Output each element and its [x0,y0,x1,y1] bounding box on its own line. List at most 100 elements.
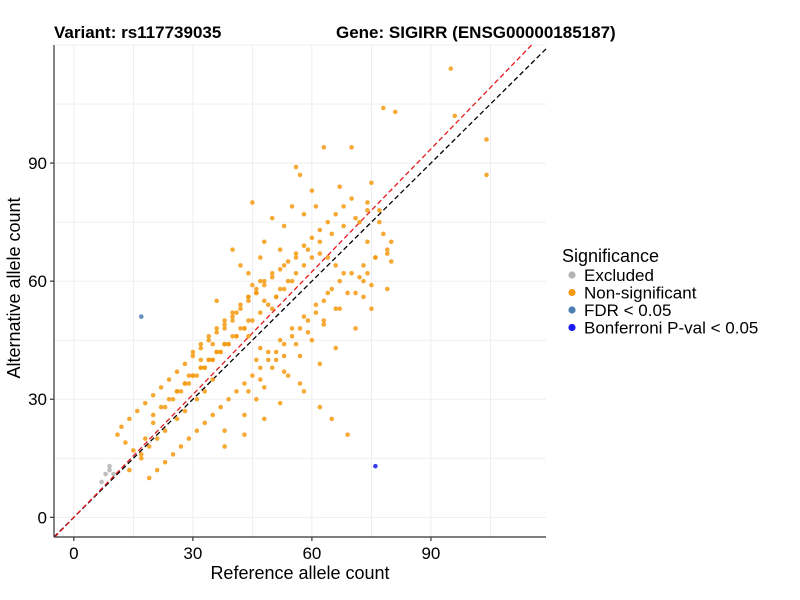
point-non-significant [333,306,339,312]
point-non-significant [246,294,251,300]
point-non-significant [377,208,382,213]
point-non-significant [365,208,370,213]
point-non-significant [337,184,342,189]
y-tick-label: 60 [28,272,47,291]
point-non-significant [333,345,339,351]
point-non-significant [131,448,136,453]
point-non-significant [222,341,227,347]
point-non-significant [305,330,311,335]
point-non-significant [337,278,342,284]
point-non-significant [170,396,176,402]
point-non-significant [127,467,132,473]
point-non-significant [250,318,255,323]
point-non-significant [345,432,350,437]
point-non-significant [210,412,216,418]
point-non-significant [309,188,315,193]
legend-label-non-significant: Non-significant [584,284,697,303]
point-non-significant [317,239,323,245]
point-non-significant [246,389,251,394]
point-non-significant [289,333,295,339]
point-non-significant [242,326,247,331]
point-non-significant [222,428,227,434]
point-non-significant [361,263,366,268]
point-non-significant [329,231,335,237]
point-non-significant [301,263,307,268]
point-non-significant [214,330,219,335]
point-non-significant [341,204,346,209]
legend-key-bonferroni-p-val-0-05 [568,323,576,332]
point-fdr-0-05 [138,314,144,319]
point-non-significant [190,373,196,378]
point-non-significant [325,219,331,225]
point-non-significant [230,333,235,339]
x-tick-label: 60 [302,544,321,563]
point-non-significant [269,215,275,221]
point-non-significant [258,310,263,315]
point-non-significant [154,467,160,473]
legend-label-bonferroni-p-val-0-05: Bonferroni P-val < 0.05 [584,319,758,338]
point-non-significant [150,412,156,418]
reference-lines [53,44,547,538]
point-non-significant [317,227,323,233]
point-non-significant [301,211,307,217]
point-non-significant [273,349,279,355]
point-non-significant [349,270,354,276]
point-non-significant [361,278,366,284]
point-non-significant [230,310,235,315]
point-non-significant [238,302,243,308]
point-non-significant [313,302,319,308]
point-non-significant [222,318,227,323]
point-non-significant [285,259,291,264]
point-non-significant [309,337,315,343]
point-non-significant [377,219,382,225]
point-non-significant [357,274,362,280]
point-non-significant [258,365,263,371]
point-non-significant [142,400,148,406]
point-non-significant [281,353,287,359]
point-non-significant [357,219,362,225]
point-non-significant [250,200,255,205]
point-non-significant [392,109,398,115]
point-non-significant [222,326,227,331]
point-non-significant [242,412,247,418]
point-non-significant [369,282,374,288]
legend-key-fdr-0-05 [568,306,576,314]
point-non-significant [198,357,204,363]
point-non-significant [301,314,307,319]
point-non-significant [202,389,208,394]
point-non-significant [448,66,454,71]
point-non-significant [222,322,227,327]
point-non-significant [281,263,287,268]
point-non-significant [230,247,235,252]
point-non-significant [170,452,176,457]
point-non-significant [309,255,315,260]
point-non-significant [261,239,267,245]
point-non-significant [333,211,339,217]
x-axis-title: Reference allele count [210,563,389,583]
point-non-significant [289,278,295,284]
point-non-significant [138,452,144,457]
point-non-significant [258,278,263,284]
point-non-significant [281,341,287,347]
legend-key-non-significant [568,288,576,297]
point-non-significant [238,326,243,331]
point-non-significant [349,145,354,150]
point-non-significant [182,381,188,386]
point-non-significant [146,444,152,449]
point-non-significant [321,145,327,150]
point-non-significant [269,274,275,280]
point-non-significant [301,243,307,249]
point-non-significant [162,404,168,410]
point-non-significant [138,455,144,461]
point-non-significant [119,424,124,430]
point-non-significant [381,105,386,111]
point-non-significant [186,381,192,386]
point-non-significant [198,341,204,347]
point-non-significant [261,282,267,288]
x-axis-ticks: 0 30 60 90 [69,537,440,563]
point-excluded [107,467,112,473]
point-non-significant [269,270,275,276]
x-tick-label: 30 [183,544,202,563]
point-non-significant [361,294,366,300]
